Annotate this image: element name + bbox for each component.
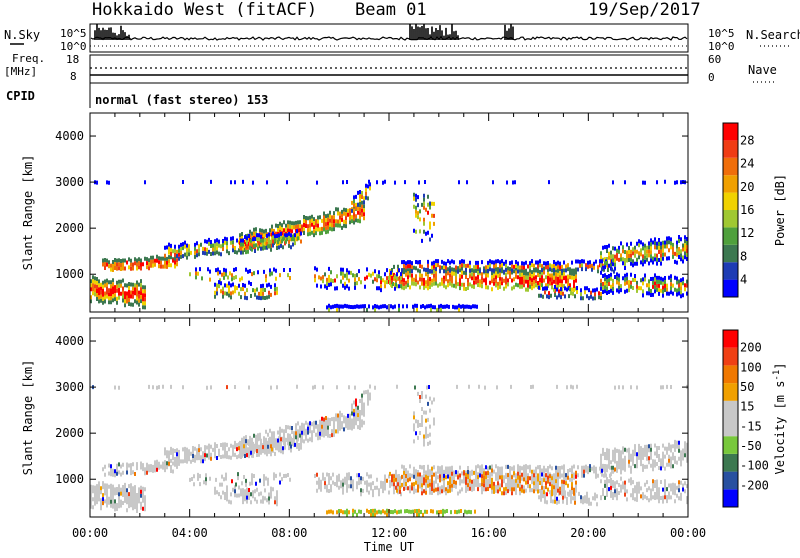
colorbar-label-sup: -1	[772, 370, 782, 381]
ylabel: Slant Range [km]	[21, 155, 35, 271]
xtick-label: 00:00	[670, 526, 706, 540]
nsearch-label: N.Search	[746, 28, 800, 42]
cpid-label: CPID	[6, 89, 35, 103]
colorbar-tick: 15	[740, 400, 754, 414]
nsky-tick-top: 10^5	[60, 27, 87, 40]
colorbar-tick: 24	[740, 157, 754, 171]
cpid-text: normal (fast stereo) 153	[95, 93, 268, 107]
nsearch-tick-top: 10^5	[708, 27, 735, 40]
ytick-label: 2000	[55, 221, 84, 235]
colorbar-tick: 28	[740, 133, 754, 147]
ytick-label: 1000	[55, 472, 84, 486]
nave-tick-top: 60	[708, 53, 721, 66]
ytick-label: 4000	[55, 334, 84, 348]
date-label: 19/Sep/2017	[588, 0, 701, 20]
ytick-label: 3000	[55, 380, 84, 394]
nsky-spikes	[504, 24, 514, 40]
power-colorbar-segment	[723, 279, 738, 297]
nsky-tick-bottom: 10^0	[60, 40, 87, 53]
ytick-label: 4000	[55, 129, 84, 143]
nave-tick-bottom: 0	[708, 71, 715, 84]
beam-label: Beam 01	[355, 0, 427, 20]
nsky-strip	[89, 23, 689, 53]
colorbar-tick: 16	[740, 203, 754, 217]
nsky-spikes	[94, 24, 130, 40]
freq-tick-top: 18	[66, 53, 79, 66]
power-cells	[90, 186, 686, 312]
velocity-colorbar-segment	[723, 365, 738, 384]
power-colorbar-frame	[722, 122, 739, 298]
velocity-colorbar-segment	[723, 347, 738, 366]
velocity-cells	[338, 508, 472, 517]
velocity-colorbar-segment	[723, 400, 738, 419]
power-colorbar-segment	[723, 175, 738, 193]
velocity-colorbar-segment	[723, 471, 738, 490]
power-heatmap	[90, 113, 688, 312]
colorbar-tick: -15	[740, 419, 762, 433]
velocity-cells	[90, 384, 688, 513]
colorbar-tick: 4	[740, 273, 747, 287]
ytick-label: 1000	[55, 267, 84, 281]
velocity-colorbar-segment	[723, 383, 738, 401]
velocity-cells	[100, 408, 573, 517]
power-colorbar-segment	[723, 192, 738, 210]
freq-label: Freq.	[12, 52, 45, 65]
freq-strip	[89, 54, 689, 84]
nsky-trace	[90, 36, 688, 41]
power-colorbar-label: Power [dB]	[773, 174, 787, 246]
xtick-label: 04:00	[172, 526, 208, 540]
power-colorbar-segment	[723, 123, 738, 141]
power-cells	[94, 191, 688, 312]
colorbar-tick: 50	[740, 380, 754, 394]
colorbar-tick: 8	[740, 249, 747, 263]
velocity-heatmap	[90, 318, 688, 517]
colorbar-tick: 20	[740, 180, 754, 194]
nsky-label: N.Sky	[4, 28, 40, 42]
velocity-colorbar-segment	[723, 418, 738, 437]
power-colorbar-segment	[723, 244, 738, 263]
velocity-colorbar-label: Velocity [m s-1]	[772, 363, 787, 475]
colorbar-tick: 200	[740, 341, 762, 355]
velocity-colorbar-segment	[723, 489, 738, 507]
nsky-spikes	[409, 24, 459, 40]
freq-tick-bottom: 8	[70, 70, 77, 83]
xtick-label: 16:00	[471, 526, 507, 540]
colorbar-label-end: ]	[773, 363, 787, 370]
velocity-colorbar-segment	[723, 436, 738, 454]
power-cells	[90, 208, 686, 302]
power-colorbar-segment	[723, 157, 738, 176]
colorbar-tick: -200	[740, 478, 769, 492]
freq-unit: [MHz]	[4, 65, 37, 78]
colorbar-tick: -50	[740, 439, 762, 453]
power-colorbar-segment	[723, 262, 738, 280]
colorbar-tick: 12	[740, 226, 754, 240]
ytick-label: 2000	[55, 426, 84, 440]
ylabel: Slant Range [km]	[21, 360, 35, 476]
xtick-label: 00:00	[72, 526, 108, 540]
nsearch-tick-bottom: 10^0	[708, 40, 735, 53]
velocity-colorbar-segment	[723, 330, 738, 348]
colorbar-tick: 100	[740, 360, 762, 374]
power-colorbar-segment	[723, 140, 738, 158]
power-colorbar-segment	[723, 227, 738, 245]
ytick-label: 3000	[55, 175, 84, 189]
colorbar-tick: -100	[740, 459, 769, 473]
radar-title: Hokkaido West (fitACF)	[92, 0, 318, 20]
velocity-colorbar-segment	[723, 453, 738, 472]
xlabel: Time UT	[364, 540, 415, 554]
nave-label: Nave	[748, 63, 777, 77]
colorbar-label-main: Velocity [m s	[773, 381, 787, 475]
velocity-colorbar-frame	[722, 329, 739, 508]
xtick-label: 08:00	[271, 526, 307, 540]
xtick-label: 20:00	[570, 526, 606, 540]
xtick-label: 12:00	[371, 526, 407, 540]
power-colorbar-segment	[723, 210, 738, 228]
